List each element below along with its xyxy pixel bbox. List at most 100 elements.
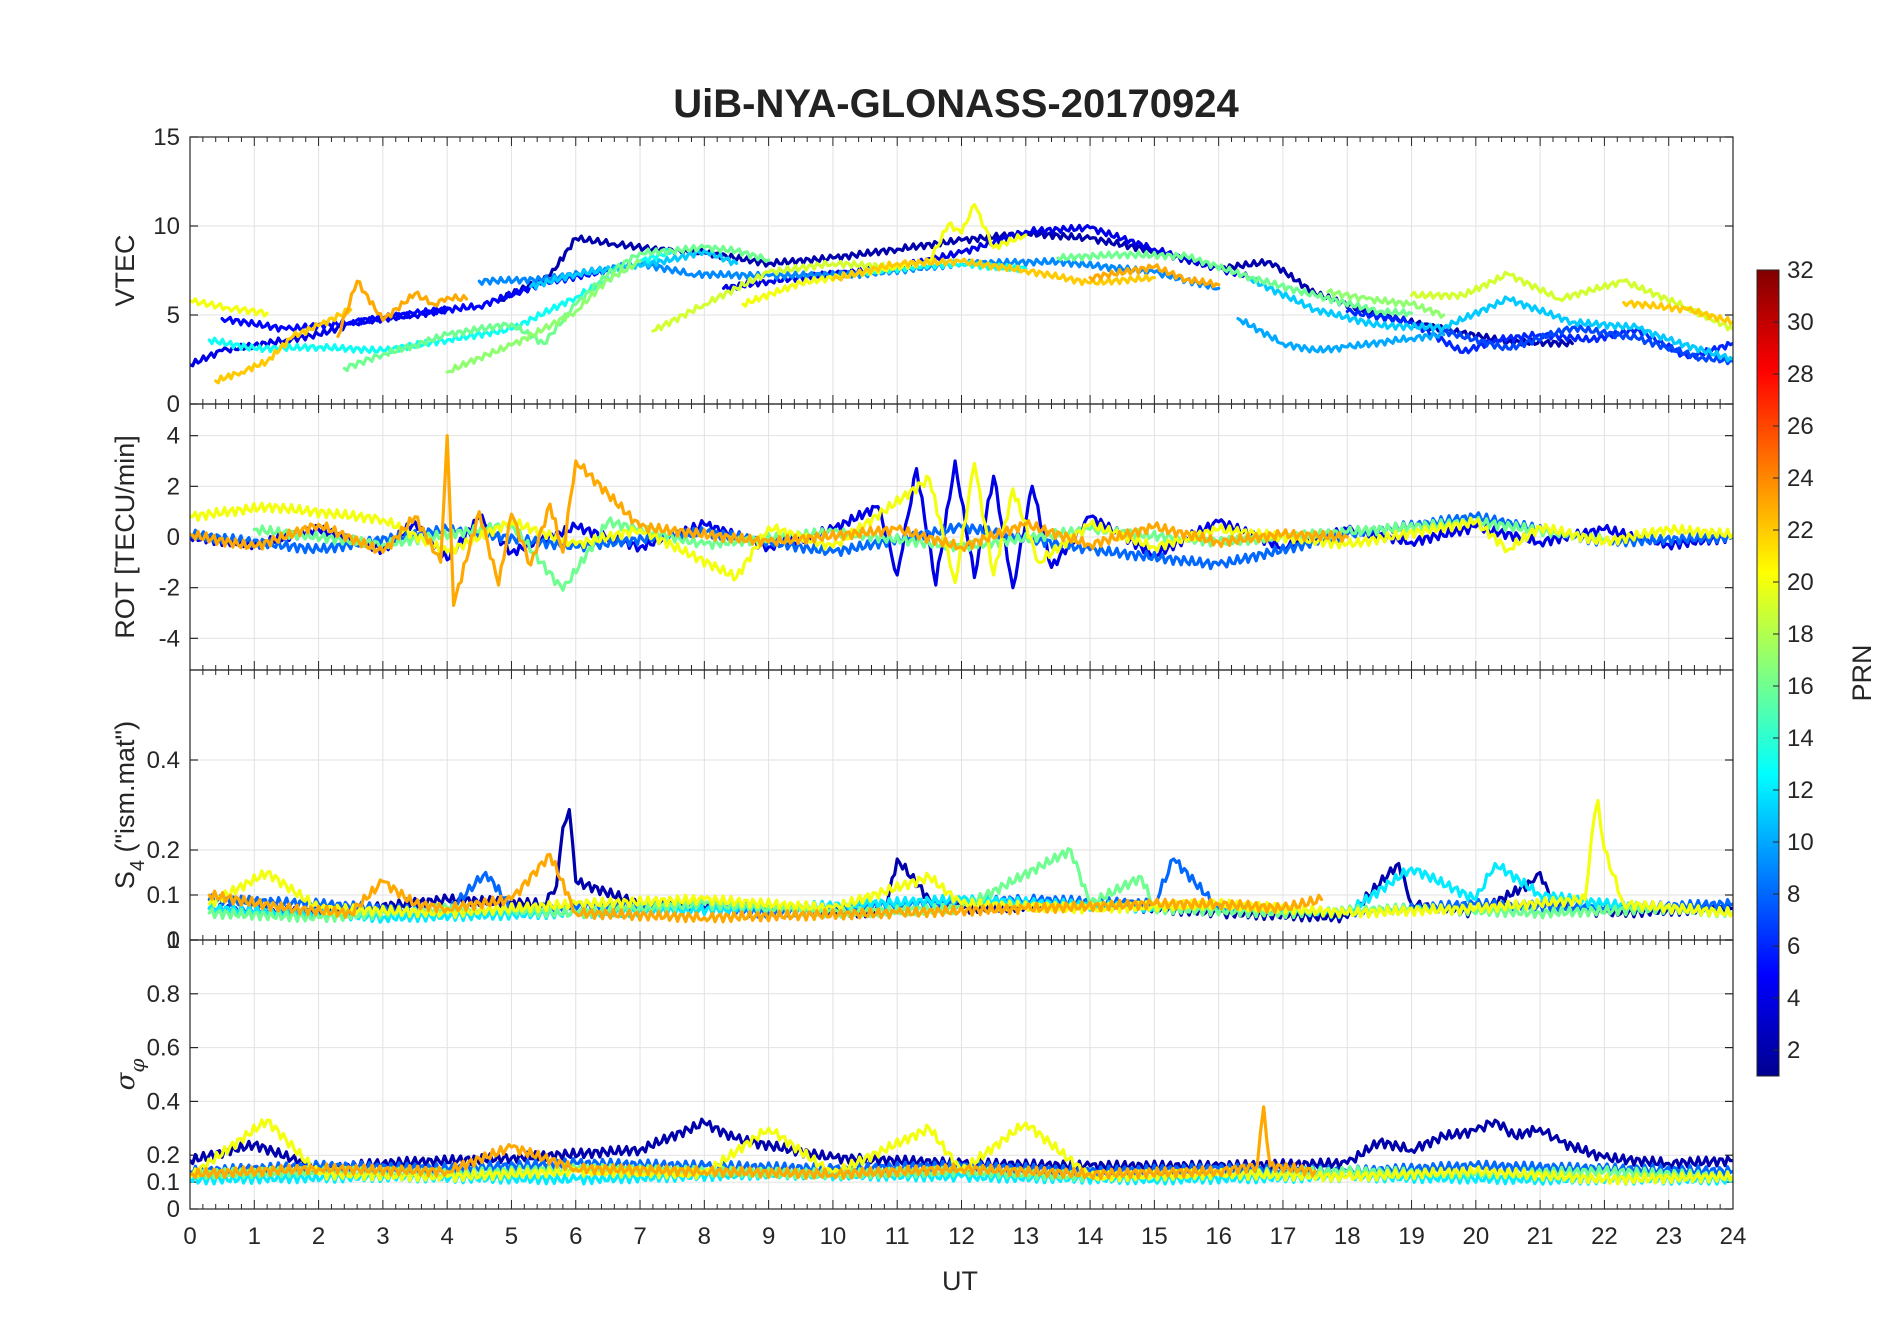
x-tick-label: 21 — [1527, 1223, 1554, 1250]
colorbar-tick-label: 16 — [1787, 673, 1814, 700]
series-line-prn-23 — [190, 434, 1349, 607]
series-line-prn-16 — [252, 515, 1606, 592]
series-line-prn-22 — [1622, 299, 1733, 326]
y-tick-label: 4 — [167, 423, 180, 450]
series-line-prn-8 — [190, 511, 1733, 571]
x-tick-label: 15 — [1141, 1223, 1168, 1250]
y-tick-label: 1 — [167, 927, 180, 954]
series-line-prn-4 — [722, 223, 1253, 293]
colorbar-tick-label: 24 — [1787, 465, 1814, 492]
colorbar-tick-label: 18 — [1787, 621, 1814, 648]
colorbar-tick-label: 20 — [1787, 569, 1814, 596]
y-tick-label: 0 — [167, 927, 180, 954]
colorbar-tick-label: 10 — [1787, 829, 1814, 856]
series-line-prn-22 — [214, 307, 353, 385]
series-line-prn-10 — [1236, 317, 1446, 354]
series-line-prn-4 — [190, 459, 1733, 590]
x-tick-label: 3 — [376, 1223, 389, 1250]
series-line-prn-20 — [741, 203, 1028, 308]
x-tick-label: 14 — [1077, 1223, 1104, 1250]
y-tick-label: 0.6 — [147, 1035, 180, 1062]
series-line-prn-2 — [190, 1117, 1733, 1174]
chart-title: UiB-NYA-GLONASS-20170924 — [673, 82, 1239, 126]
series-line-prn-19 — [1409, 270, 1733, 332]
colorbar-tick-label: 26 — [1787, 413, 1814, 440]
colorbar-tick-label: 14 — [1787, 725, 1814, 752]
colorbar-tick-label: 6 — [1787, 933, 1800, 960]
axis-frame — [189, 939, 1734, 1210]
x-tick-label: 1 — [248, 1223, 261, 1250]
series-line-prn-11 — [1249, 277, 1733, 363]
y-tick-label: 5 — [167, 302, 180, 329]
colorbar-gradient — [1756, 269, 1780, 1077]
y-tick-label: 15 — [153, 124, 180, 151]
y-tick-label: -4 — [159, 625, 180, 652]
series-group — [190, 1105, 1733, 1186]
y-axis-label: ROT [TECU/min] — [110, 435, 140, 639]
x-axis-label: UT — [942, 1266, 978, 1296]
x-tick-label: 20 — [1462, 1223, 1489, 1250]
x-tick-label: 2 — [312, 1223, 325, 1250]
x-tick-label: 16 — [1205, 1223, 1232, 1250]
series-line-prn-19 — [651, 259, 893, 333]
x-tick-label: 9 — [762, 1223, 775, 1250]
colorbar-tick-label: 32 — [1787, 257, 1814, 284]
series-line-prn-23 — [1088, 263, 1221, 289]
series-line-prn-12 — [190, 1167, 1733, 1186]
y-tick-label: 0.4 — [147, 1088, 180, 1115]
colorbar-tick-label: 12 — [1787, 777, 1814, 804]
series-group — [207, 798, 1733, 924]
y-tick-label: 0 — [167, 391, 180, 418]
y-tick-label: 0.2 — [147, 837, 180, 864]
series-line-prn-20 — [190, 297, 269, 318]
y-tick-label: 0 — [167, 524, 180, 551]
x-tick-label: 17 — [1270, 1223, 1297, 1250]
x-tick-label: 7 — [633, 1223, 646, 1250]
x-tick-label: 8 — [698, 1223, 711, 1250]
x-tick-label: 5 — [505, 1223, 518, 1250]
y-tick-label: 10 — [153, 213, 180, 240]
y-axis-label: S4 ("ism.mat") — [110, 721, 149, 889]
x-tick-label: 12 — [948, 1223, 975, 1250]
series-line-prn-8 — [190, 1157, 1733, 1178]
x-tick-label: 10 — [820, 1223, 847, 1250]
y-axis-label: VTEC — [110, 234, 140, 306]
panel-rot: -4 -2 0 2 4 ROT [TECU/min] — [110, 403, 1734, 671]
y-tick-label: -2 — [159, 575, 180, 602]
series-group — [190, 203, 1733, 385]
series-line-prn-6 — [1345, 307, 1733, 360]
x-tick-label: 19 — [1398, 1223, 1425, 1250]
x-tick-label: 24 — [1720, 1223, 1747, 1250]
series-line-prn-23 — [207, 852, 1324, 924]
x-tick-label: 6 — [569, 1223, 582, 1250]
series-group — [190, 434, 1733, 607]
panel-vtec: 0 5 10 15 VTEC — [110, 124, 1734, 418]
y-axis-label: σφ — [111, 1059, 149, 1091]
series-line-prn-16 — [1056, 250, 1414, 318]
y-tick-label: 0.2 — [147, 1142, 180, 1169]
x-axis: 0 1 2 3 4 5 6 7 8 9 10 11 12 13 14 15 16 17 18 19 20 21 22 23 24 — [183, 1223, 1746, 1250]
colorbar-tick-label: 28 — [1787, 361, 1814, 388]
colorbar-tick-label: 30 — [1787, 309, 1814, 336]
y-tick-label: 0.4 — [147, 747, 180, 774]
series-line-prn-23 — [190, 1105, 1317, 1181]
y-tick-label: 0.1 — [147, 882, 180, 909]
x-tick-label: 13 — [1012, 1223, 1039, 1250]
x-tick-label: 11 — [885, 1223, 910, 1250]
x-tick-label: 18 — [1334, 1223, 1361, 1250]
colorbar-tick-label: 22 — [1787, 517, 1814, 544]
series-line-prn-17 — [445, 259, 642, 374]
panel-s4: 0 0.1 0.2 0.4S4 ("ism.mat") — [110, 669, 1734, 954]
y-tick-label: 2 — [167, 473, 180, 500]
series-line-prn-23 — [336, 279, 469, 338]
x-tick-label: 23 — [1655, 1223, 1682, 1250]
y-tick-label: 0.1 — [147, 1169, 180, 1196]
series-line-prn-17 — [1326, 288, 1446, 319]
y-tick-label: 0 — [167, 1196, 180, 1223]
x-tick-label: 4 — [440, 1223, 453, 1250]
x-tick-label: 22 — [1591, 1223, 1618, 1250]
y-tick-label: 0.8 — [147, 981, 180, 1008]
